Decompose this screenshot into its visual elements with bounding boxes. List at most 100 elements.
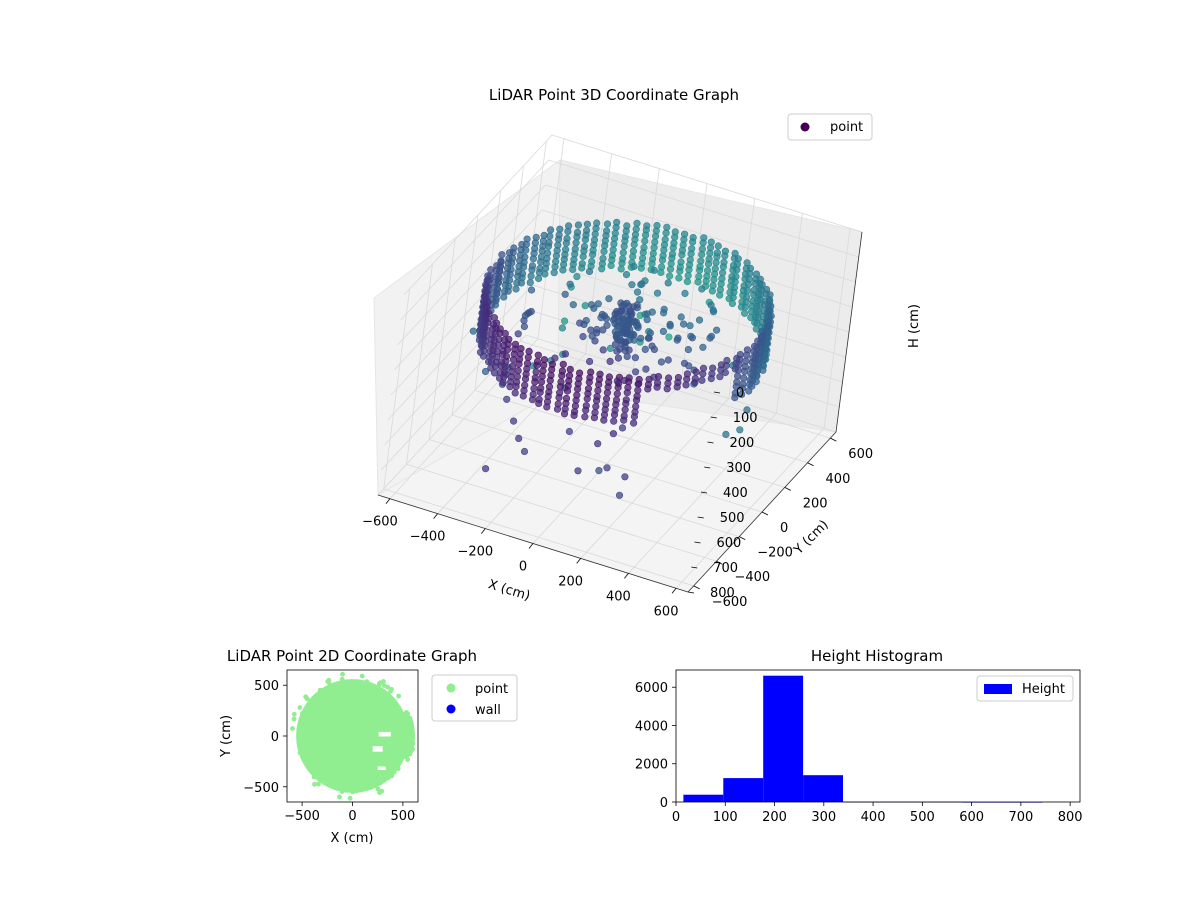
point-3d [560,410,569,418]
grid-line [580,398,729,559]
point-3d [618,424,627,432]
point-3d [654,373,663,381]
z-tick [713,391,721,394]
point-3d [631,368,640,376]
point-2d [396,693,402,699]
point-3d [573,233,581,241]
point-3d [678,251,686,259]
histogram-title: Height Histogram [811,647,943,665]
x-tick [528,543,534,549]
point-3d [524,353,532,361]
y-tick [761,511,769,516]
point-3d [573,385,582,393]
point-3d [538,247,546,255]
grid-line [628,413,777,574]
point-3d [669,244,677,252]
grid-line [548,159,859,258]
point-3d [565,427,574,436]
point-2d [364,784,370,789]
point-3d [695,316,704,324]
legend-hist-label: Height [1022,682,1065,697]
point-3d [645,334,653,342]
point-3d [582,406,590,414]
point-3d [744,280,753,288]
point-3d [731,394,739,402]
z-tick-label: 0 [736,386,744,401]
point-3d [666,320,674,329]
point-3d [621,473,629,481]
point-3d [583,395,591,403]
point-3d [543,403,551,411]
point-3d [692,368,700,376]
ticks-2d: −500 −500 0 0 500 500 [243,679,415,824]
point-2d [410,741,416,746]
point-3d [707,375,715,383]
point-3d [611,340,620,349]
point-2d [364,679,370,685]
point-3d [503,345,512,354]
point-3d [633,219,641,227]
point-3d [606,357,614,366]
x-axis-label: X (cm) [486,577,532,604]
histogram-bar [803,775,843,802]
point-2d [376,682,382,687]
point-3d [525,347,533,356]
point-3d [579,333,587,341]
point-3d [699,239,707,247]
point-3d [643,316,651,324]
legend-3d-marker [800,122,810,132]
histogram-bars [683,675,1043,803]
y-axis-line [687,431,837,593]
point-3d [512,382,520,391]
point-3d [574,467,582,475]
point-3d [633,288,642,296]
point-3d [559,266,567,274]
point-3d [503,395,511,403]
z-tick-label: 200 [730,436,755,451]
x-tick-label: 400 [861,810,886,825]
point-3d [595,467,603,475]
point-2d [381,683,387,688]
grid-line [451,414,763,513]
legend-hist: Height [976,675,1074,702]
point-3d [531,378,539,386]
point-3d [698,376,706,384]
y-tick-label: −200 [757,546,793,561]
point-3d [603,220,612,228]
point-3d [741,303,750,311]
point-3d [740,309,749,317]
point-3d [573,273,581,281]
point-3d [688,238,697,246]
point-3d [561,350,570,358]
point-3d [610,240,618,248]
legend-3d-label: point [830,120,863,135]
point-3d [676,267,684,275]
z-tick-label: 500 [720,511,745,526]
point-3d [625,346,633,354]
x-tick-label: 200 [558,574,583,589]
point-3d [515,360,523,368]
point-3d [512,285,520,293]
histogram-bar [763,675,804,802]
point-3d [699,370,707,378]
point-3d [695,266,704,274]
point-3d [648,260,656,268]
point-3d [648,308,656,316]
x-tick [480,528,486,534]
point-3d [729,293,737,302]
point-3d [501,329,509,338]
point-3d [520,322,529,331]
y-tick-label: 2000 [635,758,668,773]
point-3d [594,386,602,395]
point-3d [622,330,631,338]
point-3d [599,346,607,354]
x-tick [624,573,629,579]
point-3d [581,236,590,244]
grid-line [551,134,863,233]
x-tick-label: 600 [654,604,679,619]
point-3d [663,385,671,393]
point-3d [630,262,638,271]
point-3d [481,292,489,300]
point-3d [469,327,477,335]
point-3d [629,303,638,311]
